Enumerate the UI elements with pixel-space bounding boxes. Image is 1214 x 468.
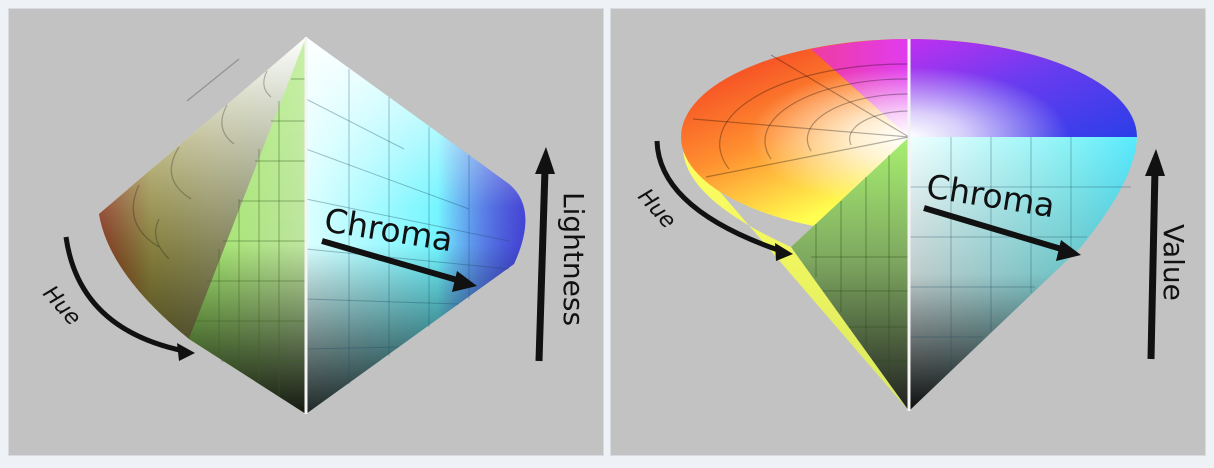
hsl-chroma-arrow [321,238,465,285]
hsv-hue-arrowhead [775,243,793,261]
hsl-right-grid [305,69,510,384]
hsl-lightness-arrow [535,168,549,362]
hsl-bicone-diagram: Hue Chroma Lightness [38,37,590,414]
hsl-hue-arrow [63,236,185,354]
hsv-cut-face-shadow [909,137,1137,411]
hsv-hue-label: Hue [633,184,681,233]
hsl-cut-face-grid [193,78,306,397]
hsv-panel: Hue Chroma Value [610,8,1206,456]
hsv-value-arrow [1147,168,1159,360]
hsl-hue-arrowhead [177,343,195,361]
hsv-chroma-arrow [923,205,1069,254]
hsl-lightness-label: Lightness [557,192,590,326]
hsv-cut-face-grid [811,155,909,381]
hsv-chroma-arrowhead [1056,240,1081,261]
hsl-right-shadow [306,37,526,414]
hsl-outer-contours [132,58,272,260]
hsv-value-label: Value [1157,224,1190,301]
hsv-value-arrowhead [1145,149,1165,176]
hsv-cut-face-cyan-grid [909,137,1131,369]
hsl-cut-face-shadow [189,37,306,414]
hsl-lightness-arrowhead [535,147,555,174]
hsl-chroma-arrowhead [452,271,477,292]
hsv-hue-arrow [654,140,782,254]
hsv-side-surface [683,149,909,411]
hsv-top-rings [692,54,910,178]
hsv-cone-diagram: Hue Chroma Value [633,39,1190,411]
hsv-cut-face-green [791,137,909,411]
hsl-panel: Hue Chroma Lightness [8,8,604,456]
hsl-hue-label: Hue [38,281,86,330]
